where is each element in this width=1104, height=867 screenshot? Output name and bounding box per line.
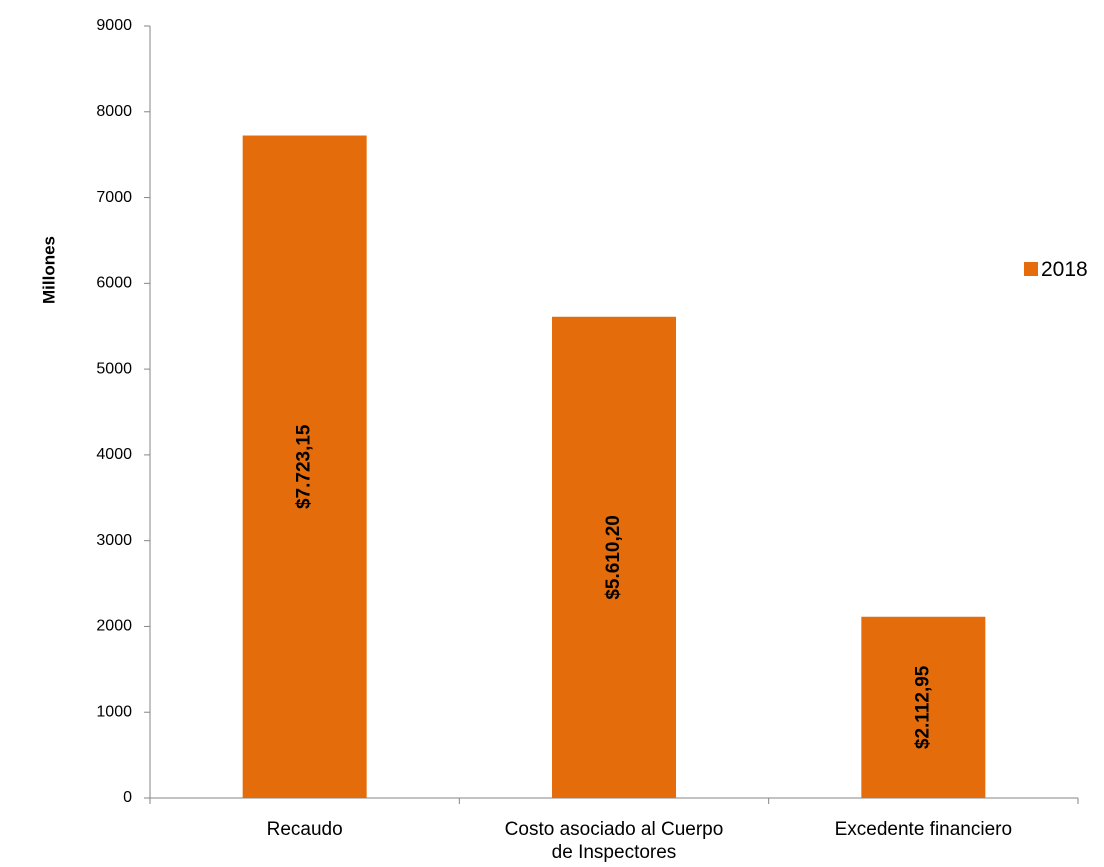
- x-category-label: Recaudo: [267, 819, 343, 840]
- y-tick-label: 9000: [96, 17, 132, 34]
- x-category-label: Costo asociado al Cuerpo: [505, 819, 724, 840]
- y-axis-label: Millones: [39, 236, 58, 304]
- x-category-label: Excedente financiero: [835, 819, 1012, 840]
- bar: [242, 135, 367, 798]
- bars-group: $7.723,15 $5.610,20 $2.112,95: [242, 135, 986, 798]
- y-tick-label: 8000: [96, 103, 132, 120]
- bar-value-label: $5.610,20: [603, 515, 624, 600]
- bar-value-label: $2.112,95: [912, 665, 933, 749]
- bar: [552, 316, 676, 798]
- x-category-label: de Inspectores: [552, 842, 677, 863]
- bar: [861, 616, 986, 798]
- y-axis: 0 1000 2000 3000 4000 5000 6000 7000 8000 9000: [96, 17, 151, 806]
- y-tick-label: 4000: [96, 446, 132, 463]
- y-tick-label: 6000: [96, 275, 132, 292]
- y-tick-label: 2000: [96, 618, 132, 635]
- legend-label: 2018: [1041, 258, 1088, 281]
- y-tick-label: 0: [123, 789, 132, 806]
- y-tick-label: 5000: [96, 360, 132, 377]
- bar-value-label: $7.723,15: [294, 424, 315, 509]
- legend-swatch: [1024, 262, 1038, 276]
- legend: 2018: [1024, 258, 1088, 281]
- y-tick-label: 1000: [96, 703, 132, 720]
- y-tick-label: 3000: [96, 532, 132, 549]
- y-tick-label: 7000: [96, 189, 132, 206]
